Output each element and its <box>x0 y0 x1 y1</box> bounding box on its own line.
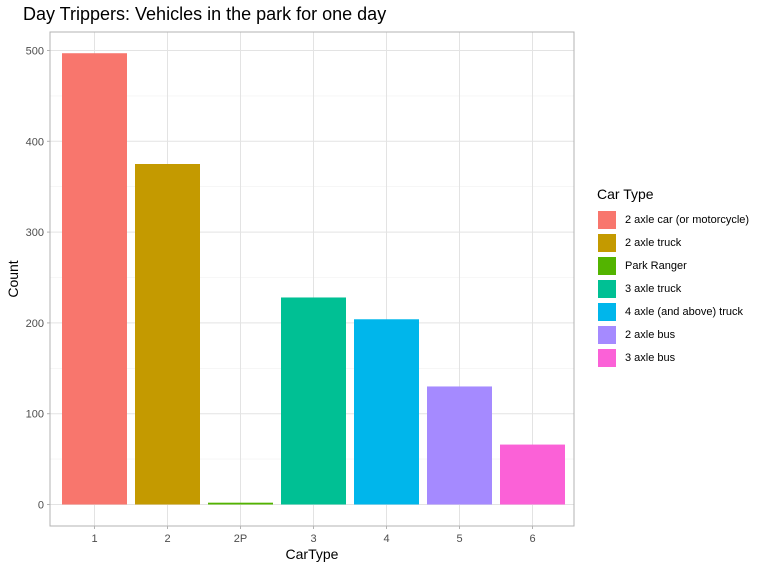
legend-item: 4 axle (and above) truck <box>597 300 749 323</box>
y-tick-label: 0 <box>38 500 44 512</box>
bar <box>281 297 346 505</box>
axis-ticks: 0 100 200 300 400 500 1 2 2P 3 4 5 6 <box>26 46 536 546</box>
bar <box>427 386 492 505</box>
legend-item: Park Ranger <box>597 254 749 277</box>
legend-item: 3 axle bus <box>597 346 749 369</box>
legend-label: 2 axle bus <box>625 328 676 341</box>
legend: Car Type 2 axle car (or motorcycle) 2 axl… <box>597 186 749 369</box>
plot-panel-border <box>49 31 575 527</box>
legend-swatch <box>597 347 617 368</box>
y-tick-label: 100 <box>26 409 44 421</box>
y-tick-label: 400 <box>26 136 44 148</box>
x-tick-label: 2P <box>234 533 247 545</box>
legend-label: Park Ranger <box>625 259 687 272</box>
bar <box>500 444 565 505</box>
legend-label: 2 axle truck <box>625 236 682 249</box>
legend-title: Car Type <box>597 186 654 202</box>
y-axis-title: Count <box>5 260 21 297</box>
x-tick-label: 4 <box>383 533 389 545</box>
bar <box>62 53 127 505</box>
legend-label: 3 axle bus <box>625 351 676 364</box>
x-tick-label: 5 <box>456 533 462 545</box>
y-tick-label: 300 <box>26 227 44 239</box>
legend-swatch <box>597 324 617 345</box>
x-tick-label: 6 <box>529 533 535 545</box>
chart-title: Day Trippers: Vehicles in the park for o… <box>23 4 387 24</box>
x-axis-title: CarType <box>286 546 339 562</box>
legend-label: 3 axle truck <box>625 282 682 295</box>
legend-items: 2 axle car (or motorcycle) 2 axle truck Pa… <box>597 208 749 369</box>
legend-swatch <box>597 278 617 299</box>
legend-swatch <box>597 209 617 230</box>
x-tick-label: 1 <box>91 533 97 545</box>
y-tick-label: 500 <box>26 46 44 58</box>
legend-label: 4 axle (and above) truck <box>625 305 744 318</box>
y-tick-label: 200 <box>26 318 44 330</box>
bar <box>354 319 419 505</box>
legend-item: 2 axle car (or motorcycle) <box>597 208 749 231</box>
legend-item: 3 axle truck <box>597 277 749 300</box>
legend-item: 2 axle truck <box>597 231 749 254</box>
legend-swatch <box>597 301 617 322</box>
bars <box>62 53 565 505</box>
bar <box>135 164 200 505</box>
legend-item: 2 axle bus <box>597 323 749 346</box>
x-tick-label: 3 <box>310 533 316 545</box>
legend-swatch <box>597 255 617 276</box>
x-tick-label: 2 <box>164 533 170 545</box>
legend-label: 2 axle car (or motorcycle) <box>625 213 750 226</box>
legend-swatch <box>597 232 617 253</box>
bar <box>208 502 273 505</box>
